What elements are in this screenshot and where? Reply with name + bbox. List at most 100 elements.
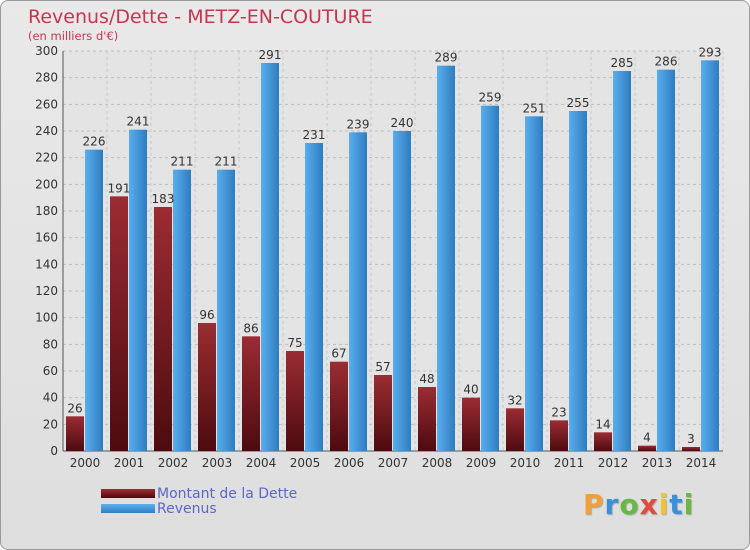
logo-letter: i xyxy=(683,488,695,521)
bar-debt xyxy=(66,416,84,451)
legend-swatch-debt xyxy=(101,489,155,498)
data-label-debt: 183 xyxy=(152,192,175,206)
x-tick-label: 2012 xyxy=(598,456,629,470)
chart-title: Revenus/Dette - METZ-EN-COUTURE xyxy=(28,6,373,28)
logo-letter: o xyxy=(619,488,640,521)
data-label-revenue: 255 xyxy=(567,96,590,110)
bar-revenue xyxy=(569,111,587,451)
data-label-debt: 86 xyxy=(243,321,258,335)
data-label-debt: 40 xyxy=(463,383,478,397)
x-tick-label: 2007 xyxy=(378,456,409,470)
data-label-revenue: 259 xyxy=(479,91,502,105)
data-label-debt: 191 xyxy=(108,181,131,195)
bar-debt xyxy=(682,447,700,451)
data-label-debt: 23 xyxy=(551,405,566,419)
legend-item-debt: Montant de la Dette xyxy=(101,485,298,502)
y-tick-label: 20 xyxy=(43,417,58,431)
legend-item-revenue: Revenus xyxy=(101,500,297,517)
bar-debt xyxy=(330,361,348,451)
data-label-debt: 75 xyxy=(287,336,302,350)
bar-debt xyxy=(462,397,480,451)
bar-debt xyxy=(198,323,216,451)
bar-revenue xyxy=(129,129,147,451)
bar-revenue xyxy=(261,63,279,451)
data-label-revenue: 211 xyxy=(171,155,194,169)
data-label-debt: 67 xyxy=(331,347,346,361)
x-tick-label: 2006 xyxy=(334,456,365,470)
data-label-debt: 3 xyxy=(687,432,695,446)
x-tick-label: 2001 xyxy=(114,456,145,470)
legend-label-revenue: Revenus xyxy=(157,500,217,517)
bar-revenue xyxy=(481,105,499,452)
data-label-debt: 4 xyxy=(643,431,651,445)
chart-subtitle: (en milliers d'€) xyxy=(28,29,119,43)
y-tick-label: 220 xyxy=(35,151,58,165)
y-tick-label: 100 xyxy=(35,311,58,325)
x-tick-label: 2010 xyxy=(510,456,541,470)
bar-debt xyxy=(506,408,524,451)
bar-debt xyxy=(638,445,656,451)
y-tick-label: 40 xyxy=(43,391,58,405)
x-tick-label: 2004 xyxy=(246,456,277,470)
data-label-revenue: 239 xyxy=(347,117,370,131)
data-label-debt: 26 xyxy=(67,401,82,415)
y-tick-label: 160 xyxy=(35,231,58,245)
bar-revenue xyxy=(613,71,631,451)
logo-letter: i xyxy=(658,488,670,521)
y-tick-label: 260 xyxy=(35,97,58,111)
y-tick-label: 180 xyxy=(35,204,58,218)
x-tick-label: 2014 xyxy=(686,456,717,470)
y-tick-label: 80 xyxy=(43,337,58,351)
bar-revenue xyxy=(393,131,411,451)
x-tick-label: 2000 xyxy=(70,456,101,470)
x-tick-label: 2002 xyxy=(158,456,189,470)
y-tick-label: 300 xyxy=(35,44,58,58)
bar-debt xyxy=(550,420,568,451)
proxiti-logo: Proxiti xyxy=(583,488,694,521)
data-label-revenue: 241 xyxy=(127,115,150,129)
x-tick-label: 2011 xyxy=(554,456,585,470)
data-label-revenue: 289 xyxy=(435,51,458,65)
bar-debt xyxy=(110,196,128,451)
data-label-debt: 14 xyxy=(595,417,610,431)
data-label-revenue: 251 xyxy=(523,101,546,115)
y-tick-label: 0 xyxy=(50,444,58,458)
bar-debt xyxy=(374,375,392,451)
data-label-revenue: 211 xyxy=(215,155,238,169)
bar-revenue xyxy=(173,169,191,451)
y-tick-label: 140 xyxy=(35,257,58,271)
bar-revenue xyxy=(657,69,675,452)
x-tick-label: 2003 xyxy=(202,456,233,470)
y-tick-label: 280 xyxy=(35,71,58,85)
legend-swatch-revenue xyxy=(101,504,155,513)
logo-letter: t xyxy=(669,488,684,521)
legend-label-debt: Montant de la Dette xyxy=(157,485,298,502)
bar-revenue xyxy=(701,60,719,451)
data-label-revenue: 226 xyxy=(83,135,106,149)
data-label-revenue: 285 xyxy=(611,56,634,70)
bar-revenue xyxy=(437,65,455,452)
x-tick-label: 2008 xyxy=(422,456,453,470)
data-label-revenue: 231 xyxy=(303,128,326,142)
data-label-debt: 96 xyxy=(199,308,214,322)
data-label-debt: 48 xyxy=(419,372,434,386)
logo-letter: P xyxy=(583,488,605,521)
x-tick-label: 2013 xyxy=(642,456,673,470)
data-label-debt: 57 xyxy=(375,360,390,374)
y-tick-label: 60 xyxy=(43,364,58,378)
bar-revenue xyxy=(85,149,103,451)
y-tick-label: 200 xyxy=(35,177,58,191)
bar-revenue xyxy=(349,132,367,452)
data-label-debt: 32 xyxy=(507,393,522,407)
bar-debt xyxy=(418,387,436,451)
bar-debt xyxy=(242,336,260,451)
y-tick-label: 120 xyxy=(35,284,58,298)
data-label-revenue: 286 xyxy=(655,55,678,69)
bar-revenue xyxy=(217,169,235,451)
logo-letter: x xyxy=(639,488,659,521)
y-tick-label: 240 xyxy=(35,124,58,138)
chart-legend: Montant de la Dette Revenus xyxy=(101,485,298,517)
bar-revenue xyxy=(525,116,543,451)
